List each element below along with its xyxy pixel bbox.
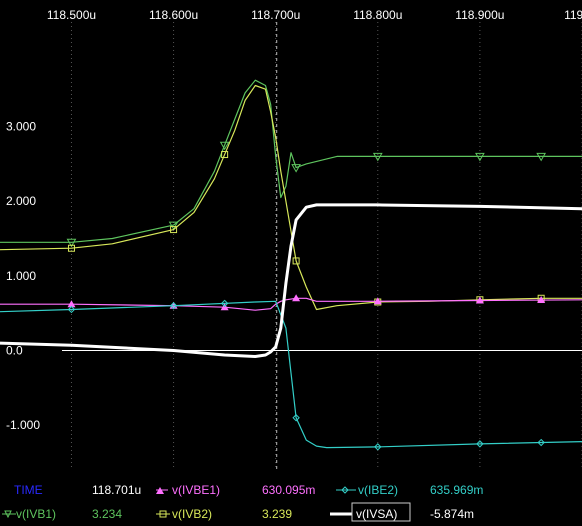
trace-vibe2 [0, 299, 582, 451]
marker-vivb1 [536, 152, 547, 162]
marker-vibe2 [67, 305, 76, 314]
y-tick-label: 1.000 [6, 269, 36, 283]
marker-vivb1 [372, 152, 383, 162]
legend-vib1-value: 3.234 [92, 507, 122, 521]
marker-vivb2 [170, 226, 178, 234]
y-tick-label: 2.000 [6, 194, 36, 208]
y-axis-ticks: 3.000 2.000 1.000 0.0 -1.000 [6, 120, 40, 433]
x-tick-label: 119.00 [564, 8, 582, 22]
marker-vibe2 [220, 299, 229, 308]
x-tick-label: 118.700u [251, 8, 300, 22]
traces [0, 79, 582, 451]
marker-vivb1 [291, 164, 301, 173]
y-tick-label: 0.0 [6, 344, 23, 358]
legend-ibe2-label: v(IBE2) [358, 483, 398, 497]
marker-vibe2 [374, 443, 382, 451]
legend-vibe1-marker [156, 487, 168, 494]
legend-vib2-marker [156, 510, 170, 518]
trace-line-vivb1 [0, 79, 582, 243]
trace-vivb1 [0, 79, 582, 248]
marker-vivb1 [219, 141, 230, 151]
legend-vib1-marker [2, 510, 16, 519]
marker-vibe2 [537, 438, 545, 447]
x-tick-label: 118.800u [353, 8, 402, 22]
legend-vib2-label: v(IVB2) [172, 507, 212, 521]
marker-vibe2 [292, 414, 300, 422]
x-tick-label: 118.600u [149, 8, 198, 22]
marker-vivbe1 [373, 297, 382, 305]
marker-vivb1 [66, 238, 77, 248]
trace-vivsa [0, 203, 582, 358]
marker-vivbe1 [292, 294, 301, 302]
legend-time-label: TIME [14, 483, 43, 497]
trace-line-vibe2 [0, 300, 582, 449]
legend-ivsa-label: v(IVSA) [356, 507, 397, 521]
legend-ibe2-value: 635.969m [430, 483, 483, 497]
x-axis-ticks: 118.500u 118.600u 118.700u 118.800u 118.900u… [47, 8, 582, 22]
legend-vib2-value: 3.239 [262, 507, 292, 521]
trace-line-vivsa [0, 203, 582, 358]
legend-vibe1-label: v(IVBE1) [172, 483, 220, 497]
marker-vivb2 [221, 151, 229, 159]
legend-ibe2-marker [336, 486, 356, 494]
marker-vibe2 [476, 440, 484, 448]
legend-vib1-label: v(IVB1) [16, 507, 56, 521]
legend-vibe1-value: 630.095m [262, 483, 315, 497]
y-tick-label: 3.000 [6, 120, 36, 134]
legend-time-value: 118.701u [92, 483, 141, 497]
marker-vivb1 [168, 221, 179, 231]
marker-vivbe1 [67, 300, 76, 308]
marker-vivb2 [292, 257, 300, 265]
y-tick-label: -1.000 [6, 418, 40, 432]
legend-ivsa-value: -5.874m [430, 507, 474, 521]
x-tick-label: 118.900u [455, 8, 504, 22]
marker-vivbe1 [475, 296, 484, 304]
marker-vivb2 [67, 244, 75, 252]
marker-vivbe1 [537, 296, 546, 304]
marker-vivb1 [475, 152, 485, 162]
marker-vibe2 [169, 302, 178, 310]
x-tick-label: 118.500u [47, 8, 96, 22]
legend-ivsa-box[interactable] [351, 502, 411, 522]
